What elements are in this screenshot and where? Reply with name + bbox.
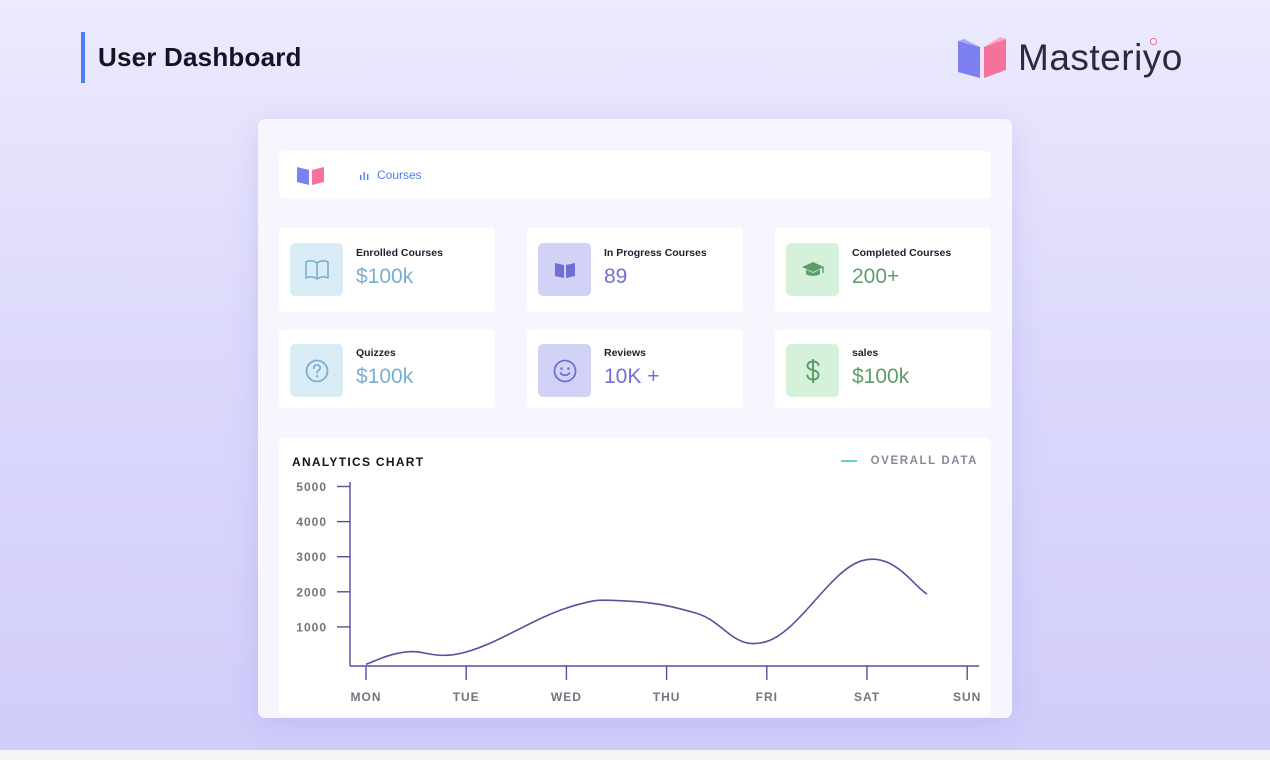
stat-label: sales <box>852 347 879 359</box>
graduation-cap-icon <box>786 243 839 296</box>
stat-value: $100k <box>356 365 414 388</box>
smiley-face-icon <box>538 344 591 397</box>
stat-card-enrolled[interactable]: Enrolled Courses $100k <box>279 228 495 312</box>
stat-card-in-progress[interactable]: In Progress Courses 89 <box>527 228 743 312</box>
dollar-sign-icon <box>786 344 839 397</box>
series-line-overall-data <box>365 558 928 666</box>
stat-label: Reviews <box>604 347 647 359</box>
dashboard-panel: Courses Enrolled Courses $100k In Progre… <box>258 119 1012 718</box>
bar-chart-icon <box>360 171 369 180</box>
app-logo-icon <box>297 166 324 185</box>
stat-value: 10K + <box>604 365 660 388</box>
stat-value: 200+ <box>852 265 900 288</box>
y-tick-label: 2000 <box>296 585 327 599</box>
brand-dot <box>1149 38 1157 45</box>
stat-label: In Progress Courses <box>604 247 707 259</box>
question-circle-icon <box>290 344 343 397</box>
brand-name: Masteriyo <box>1018 37 1183 79</box>
stat-card-quizzes[interactable]: Quizzes $100k <box>279 330 495 408</box>
analytics-chart-card: ANALYTICS CHART OVERALL DATA 1000 2000 300… <box>279 438 991 716</box>
stat-card-completed[interactable]: Completed Courses 200+ <box>775 228 991 312</box>
x-tick-label: FRI <box>756 690 778 704</box>
bottom-strip <box>0 750 1270 760</box>
stat-label: Completed Courses <box>852 247 952 259</box>
stat-value: $100k <box>852 365 910 388</box>
legend-label: OVERALL DATA <box>870 455 978 467</box>
x-tick-label: SAT <box>854 690 880 704</box>
y-tick-label: 1000 <box>296 620 327 634</box>
open-book-icon <box>290 243 343 296</box>
y-tick-label: 5000 <box>296 480 327 494</box>
stat-value: $100k <box>356 265 414 288</box>
legend-swatch <box>840 460 857 462</box>
top-navbar: Courses <box>279 151 991 198</box>
page-header: User Dashboard <box>81 32 302 83</box>
x-tick-label: THU <box>653 690 681 704</box>
x-tick-label: MON <box>351 690 382 704</box>
stat-label: Quizzes <box>356 347 396 359</box>
y-tick-label: 3000 <box>296 550 327 564</box>
brand-name-text: Masteriyo <box>1018 37 1183 78</box>
brand-logo: Masteriyo <box>956 36 1183 80</box>
nav-courses-link[interactable]: Courses <box>359 168 422 182</box>
y-tick-label: 4000 <box>296 515 327 529</box>
x-tick-label: SUN <box>953 690 981 704</box>
book-logo-icon <box>958 37 1006 78</box>
page-title: User Dashboard <box>98 42 302 72</box>
analytics-line-chart: 1000 2000 3000 4000 5000 MON TUE WED THU FRI SAT SU… <box>296 480 981 704</box>
chart-legend[interactable]: OVERALL DATA <box>840 455 978 467</box>
stat-value: 89 <box>604 265 628 288</box>
nav-courses-label: Courses <box>377 167 422 182</box>
x-tick-label: TUE <box>453 690 480 704</box>
reading-book-icon <box>538 243 591 296</box>
x-tick-label: WED <box>551 690 582 704</box>
chart-title: ANALYTICS CHART <box>292 455 425 469</box>
stat-label: Enrolled Courses <box>356 247 443 259</box>
stat-card-reviews[interactable]: Reviews 10K + <box>527 330 743 408</box>
stat-card-sales[interactable]: sales $100k <box>775 330 991 408</box>
